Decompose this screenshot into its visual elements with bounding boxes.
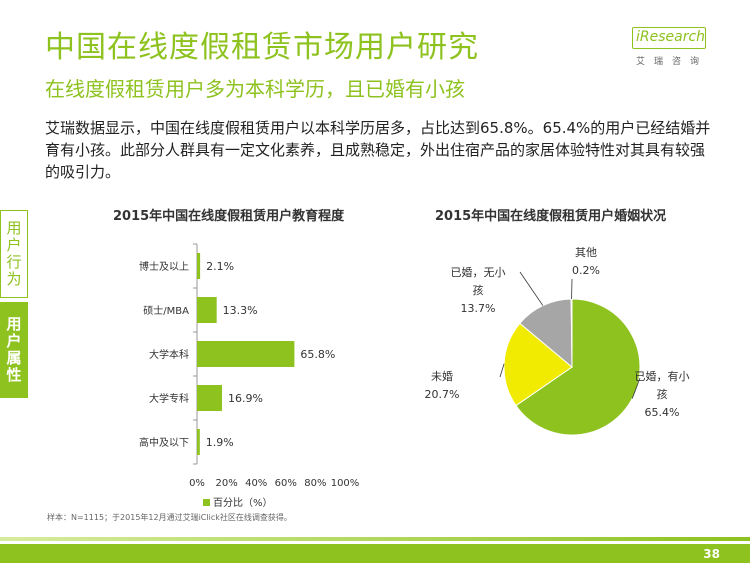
pie-leader-line [519, 271, 544, 306]
bar-x-tick-label: 60% [275, 478, 297, 489]
pie-leader-line [631, 377, 641, 399]
bar-rect [197, 429, 200, 455]
education-chart-title: 2015年中国在线度假租赁用户教育程度 [113, 209, 345, 224]
bar-category-label: 大学本科 [149, 348, 189, 361]
bar-legend-swatch [203, 499, 210, 506]
tab-user-attributes[interactable]: 用户属性 [0, 302, 28, 398]
bar-rect [197, 341, 295, 367]
footer-bar [0, 544, 750, 563]
bar-category-label: 高中及以下 [139, 436, 189, 449]
bar-value-label: 2.1% [206, 260, 234, 273]
logo-frame [632, 27, 706, 49]
bar-rect [197, 385, 223, 411]
page-number: 38 [703, 547, 720, 561]
bar-rect [197, 253, 201, 279]
page-subtitle: 在线度假租赁用户多为本科学历，且已婚有小孩 [45, 77, 465, 101]
pie-slice-label: 其他 [575, 246, 597, 259]
pie-slice-label: 已婚，无小 [451, 265, 506, 279]
bar-value-label: 1.9% [206, 436, 234, 449]
bar-category-label: 博士及以上 [139, 260, 189, 273]
bar-category-label: 硕士/MBA [143, 304, 189, 317]
pie-value-label: 13.7% [461, 302, 496, 315]
bar-value-label: 65.8% [300, 348, 335, 361]
education-bar-chart: 博士及以上 2.1% 硕士/MBA 13.3% 大学本科 65.8% 大学专科 16.9% 高中… [139, 243, 360, 509]
iresearch-logo: iResearch 艾瑞咨询 [632, 27, 712, 71]
pie-slice [519, 298, 573, 369]
bar-x-tick-label: 80% [304, 478, 326, 489]
bar-x-tick-label: 0% [189, 478, 205, 489]
pie-slice [503, 322, 573, 407]
logo-brand: iResearch [636, 29, 706, 45]
summary-text: 艾瑞数据显示，中国在线度假租赁用户以本科学历居多，占比达到65.8%。65.4%… [45, 119, 711, 181]
footer-strip [0, 537, 750, 541]
pie-slice [570, 298, 573, 368]
marriage-chart-title: 2015年中国在线度假租赁用户婚姻状况 [435, 209, 667, 224]
tab-user-behavior[interactable]: 用户行为 [0, 210, 28, 298]
bar-rect [197, 297, 217, 323]
page-title: 中国在线度假租赁市场用户研究 [45, 30, 479, 65]
pie-slice-label: 孩 [473, 284, 484, 297]
bar-x-tick-label: 40% [245, 478, 267, 489]
pie-slice-label: 未婚 [431, 369, 453, 383]
logo-cn: 艾瑞咨询 [636, 57, 709, 67]
pie-slice-label: 已婚，有小 [635, 369, 690, 383]
bar-value-label: 13.3% [223, 304, 258, 317]
bar-x-tick-label: 20% [215, 478, 237, 489]
pie-value-label: 20.7% [425, 388, 460, 401]
pie-leader-line [499, 363, 505, 378]
source-note: 样本：N=1115；于2015年12月通过艾瑞iClick社区在线调查获得。 [47, 513, 292, 522]
bar-value-label: 16.9% [228, 392, 263, 405]
pie-value-label: 0.2% [572, 264, 600, 277]
bar-x-tick-label: 100% [331, 478, 360, 489]
pie-slice-label: 孩 [657, 388, 668, 401]
bar-category-label: 大学专科 [149, 392, 189, 405]
pie-value-label: 65.4% [645, 406, 680, 419]
bar-legend-label: 百分比（%） [213, 497, 273, 509]
